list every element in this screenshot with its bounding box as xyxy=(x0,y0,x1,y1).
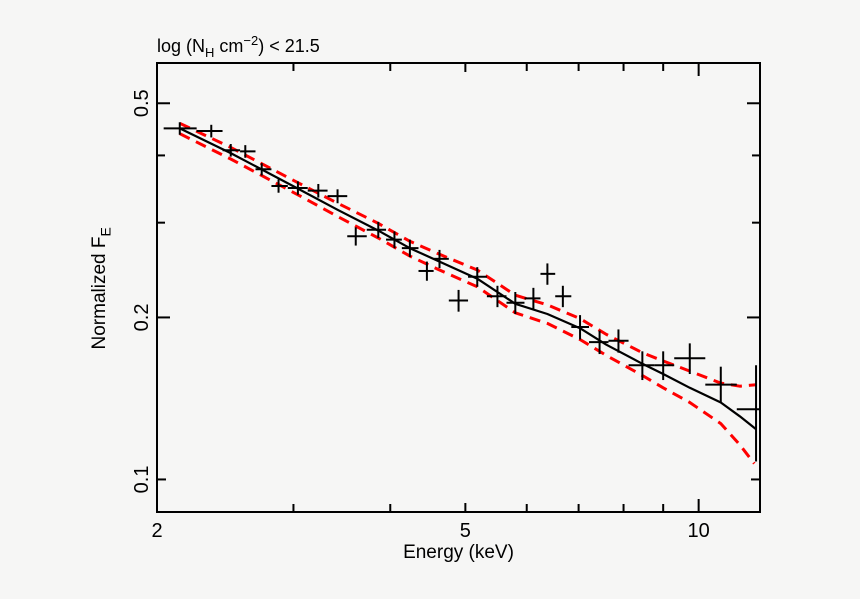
data-point-errorbar xyxy=(555,285,572,308)
data-point-errorbar xyxy=(327,189,348,204)
data-point-errorbar xyxy=(287,181,308,195)
y-tick-label: 0.1 xyxy=(131,466,153,494)
model-line xyxy=(179,127,757,431)
text-part: log (N xyxy=(157,36,205,56)
data-point-errorbar xyxy=(486,285,507,308)
y-tick-label: 0.2 xyxy=(131,304,153,332)
data-point-errorbar xyxy=(433,249,449,269)
data-point-errorbar xyxy=(654,351,675,381)
x-axis-label: Energy (keV) xyxy=(403,542,514,563)
text-part: H xyxy=(205,45,214,60)
data-point-errorbar xyxy=(196,124,223,138)
data-point-errorbar xyxy=(524,287,541,310)
data-point-errorbar xyxy=(386,231,402,249)
data-point-errorbar xyxy=(571,315,590,340)
text-part: ) < 21.5 xyxy=(258,36,320,56)
data-point-errorbar xyxy=(506,291,525,314)
data-point-errorbar xyxy=(222,144,241,157)
data-point-errorbar xyxy=(448,289,469,312)
data-point-errorbar xyxy=(401,239,419,258)
confidence-upper-line xyxy=(179,121,757,388)
labels: 2 5 10 0.5 0.2 0.1 log (NH cm−2) < 21.5 Energy … xyxy=(89,33,710,563)
data-point-errorbar xyxy=(366,221,387,238)
data-point-errorbar xyxy=(674,343,706,375)
data-point-errorbar xyxy=(418,261,434,281)
data-point-errorbar xyxy=(240,145,256,158)
x-tick-label: 5 xyxy=(460,520,471,542)
x-tick-label: 2 xyxy=(151,520,162,542)
x-tick-label: 10 xyxy=(688,520,710,542)
confidence-band xyxy=(179,121,757,465)
data-point-errorbar xyxy=(589,330,609,355)
model-line-group xyxy=(179,127,757,431)
data-point-errorbar xyxy=(736,365,760,462)
text-part: E xyxy=(97,227,113,236)
y-tick-label: 0.5 xyxy=(131,89,153,117)
data-point-errorbar xyxy=(540,263,556,285)
plot-frame xyxy=(156,62,761,513)
data-series xyxy=(163,122,760,462)
data-point-errorbar xyxy=(271,179,288,193)
text-part: Normalized F xyxy=(89,237,110,350)
axes xyxy=(156,62,761,513)
data-point-errorbar xyxy=(468,267,487,287)
text-part: cm xyxy=(214,36,243,56)
data-point-errorbar xyxy=(163,122,197,135)
chart-title: log (NH cm−2) < 21.5 xyxy=(157,33,320,60)
data-point-errorbar xyxy=(628,351,655,381)
y-axis-label: Normalized FE xyxy=(89,227,113,349)
data-point-errorbar xyxy=(347,227,367,246)
data-point-errorbar xyxy=(705,366,737,403)
text-part: −2 xyxy=(243,33,258,48)
data-point-errorbar xyxy=(255,163,272,176)
data-point-errorbar xyxy=(307,183,328,198)
confidence-lower-line xyxy=(179,132,756,465)
data-point-errorbar xyxy=(608,329,629,353)
